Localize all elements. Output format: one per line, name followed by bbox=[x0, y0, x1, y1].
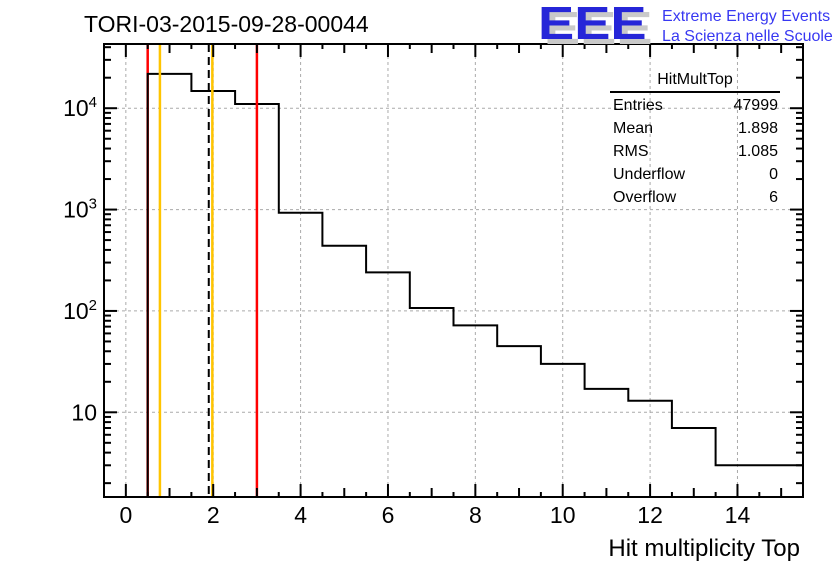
y-tick-label: 10 bbox=[71, 399, 97, 425]
stats-value: 1.085 bbox=[737, 143, 778, 160]
stats-label: RMS bbox=[613, 143, 649, 160]
stats-value: 6 bbox=[769, 189, 778, 206]
stats-value: 1.898 bbox=[737, 120, 778, 137]
x-axis-title: Hit multiplicity Top bbox=[608, 535, 800, 562]
eee-logo-line1: Extreme Energy Events bbox=[662, 8, 831, 25]
stats-box-rows: Entries 47999 Mean 1.898 RMS 1.085 Under… bbox=[610, 93, 780, 209]
stats-box: HitMultTop Entries 47999 Mean 1.898 RMS … bbox=[610, 69, 780, 209]
stats-row-entries: Entries 47999 bbox=[613, 94, 778, 117]
stats-value: 47999 bbox=[733, 97, 779, 114]
eee-logo-text: Extreme Energy Events La Scienza nelle S… bbox=[662, 1, 833, 47]
stats-row-underflow: Underflow 0 bbox=[613, 163, 778, 186]
eee-logo-letters: EEE bbox=[538, 0, 647, 49]
page-title: TORI-03-2015-09-28-00044 bbox=[84, 11, 369, 37]
histogram-line bbox=[104, 72, 803, 498]
x-tick-label: 12 bbox=[637, 502, 663, 528]
y-tick-label: 103 bbox=[63, 196, 97, 223]
eee-logo-line2: La Scienza nelle Scuole bbox=[662, 28, 833, 45]
stats-label: Underflow bbox=[613, 166, 686, 183]
stats-box-title: HitMultTop bbox=[610, 69, 780, 93]
y-tick-label: 104 bbox=[63, 94, 97, 121]
eee-logo: EEE Extreme Energy Events La Scienza nel… bbox=[538, 0, 833, 49]
stats-label: Entries bbox=[613, 97, 663, 114]
x-tick-label: 0 bbox=[119, 502, 132, 528]
stats-row-mean: Mean 1.898 bbox=[613, 117, 778, 140]
stats-row-overflow: Overflow 6 bbox=[613, 186, 778, 209]
stats-value: 0 bbox=[769, 166, 778, 183]
stats-label: Overflow bbox=[613, 189, 677, 206]
stats-label: Mean bbox=[613, 120, 654, 137]
x-tick-label: 14 bbox=[725, 502, 751, 528]
x-tick-label: 10 bbox=[550, 502, 576, 528]
x-tick-label: 8 bbox=[469, 502, 482, 528]
x-tick-label: 2 bbox=[207, 502, 220, 528]
stats-row-rms: RMS 1.085 bbox=[613, 140, 778, 163]
x-tick-label: 6 bbox=[382, 502, 395, 528]
x-tick-label: 4 bbox=[294, 502, 307, 528]
y-tick-label: 102 bbox=[63, 297, 97, 324]
